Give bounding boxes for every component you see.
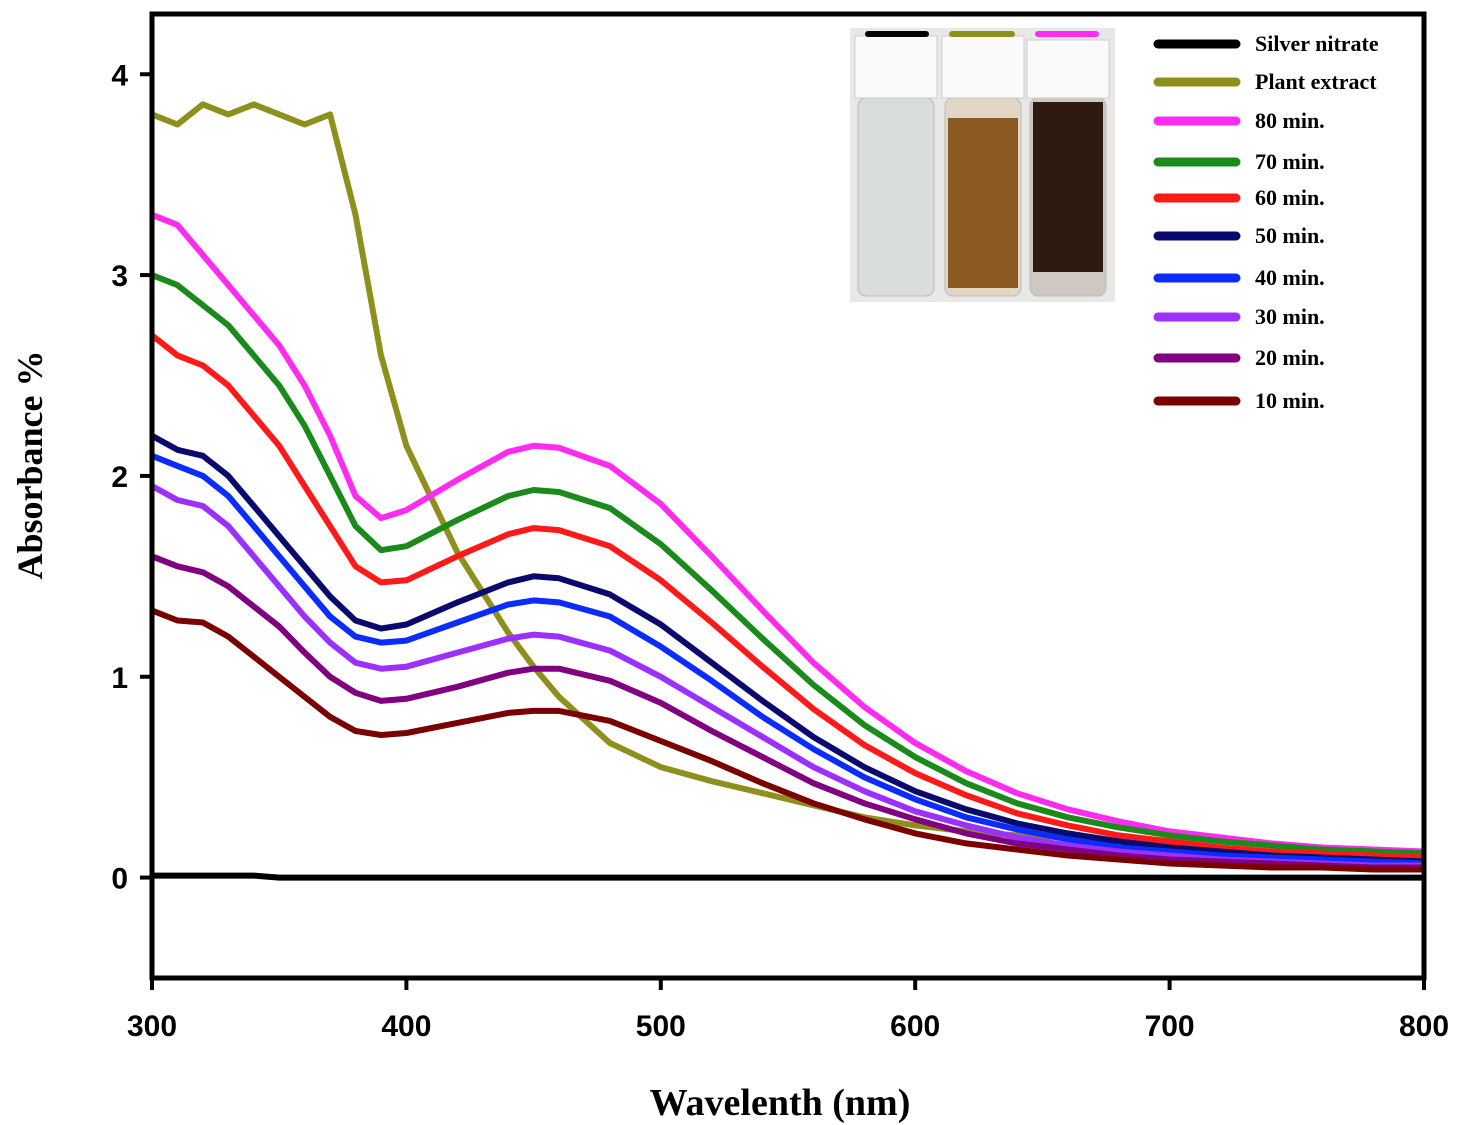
x-tick-label: 500 xyxy=(636,1010,686,1043)
x-tick-label: 400 xyxy=(381,1010,431,1043)
legend: Silver nitrate Plant extract 80 min. 70 min… xyxy=(1153,31,1379,413)
y-tick-label: 3 xyxy=(111,260,128,293)
plot-lines xyxy=(150,101,1425,881)
series-line xyxy=(150,553,1424,871)
legend-label: 10 min. xyxy=(1255,388,1325,413)
legend-label: 20 min. xyxy=(1255,345,1325,370)
legend-label: 30 min. xyxy=(1255,304,1325,329)
legend-label: 40 min. xyxy=(1255,265,1325,290)
plot-frame xyxy=(149,11,1427,981)
x-tick-label: 300 xyxy=(127,1010,177,1043)
x-tick-label: 700 xyxy=(1145,1010,1195,1043)
series-line xyxy=(152,872,1424,881)
y-axis-title: Absorbance % xyxy=(10,350,50,579)
series-line xyxy=(150,607,1424,873)
legend-label: 80 min. xyxy=(1255,108,1325,133)
y-tick-label: 0 xyxy=(111,863,128,896)
series-line xyxy=(150,332,1425,861)
y-tick-label: 1 xyxy=(111,662,128,695)
series-line xyxy=(150,453,1425,867)
legend-label: 60 min. xyxy=(1255,185,1325,210)
series-line xyxy=(150,212,1425,855)
y-tick-label: 2 xyxy=(111,461,128,494)
x-tick-label: 600 xyxy=(890,1010,940,1043)
legend-label: 70 min. xyxy=(1255,149,1325,174)
series-line xyxy=(150,272,1425,857)
legend-label: Plant extract xyxy=(1255,69,1377,94)
series-line xyxy=(150,483,1424,869)
series-line xyxy=(150,101,1425,863)
series-line xyxy=(150,433,1425,865)
legend-label: Silver nitrate xyxy=(1255,31,1379,56)
inset-photo xyxy=(850,28,1115,302)
y-tick-label: 4 xyxy=(111,59,128,92)
x-tick-label: 800 xyxy=(1399,1010,1449,1043)
legend-label: 50 min. xyxy=(1255,223,1325,248)
x-axis-title: Wavelenth (nm) xyxy=(650,1082,911,1124)
